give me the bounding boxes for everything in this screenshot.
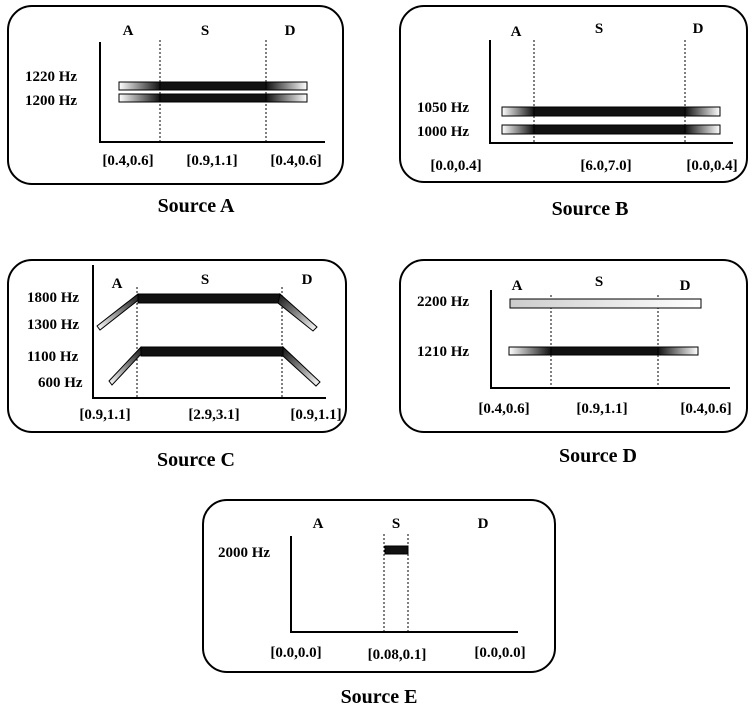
- frequency-band: [508, 346, 699, 356]
- interval-label: [0.0,0.4]: [430, 158, 481, 174]
- column-label-decay: D: [693, 21, 704, 37]
- column-label-sustain: S: [201, 23, 209, 39]
- column-label-attack: A: [511, 24, 522, 40]
- frequency-label: 2200 Hz: [417, 294, 469, 310]
- column-label-attack: A: [112, 276, 123, 292]
- panel-caption: Source D: [559, 445, 637, 467]
- column-label-sustain: S: [595, 21, 603, 37]
- frequency-band: [118, 93, 308, 103]
- interval-label: [0.0,0.4]: [686, 158, 737, 174]
- column-label-attack: A: [123, 23, 134, 39]
- frequency-band: [501, 106, 721, 117]
- column-label-decay: D: [680, 278, 691, 294]
- frequency-label: 1800 Hz: [27, 290, 79, 306]
- interval-label: [0.08,0.1]: [368, 647, 427, 663]
- interval-label: [0.9,1.1]: [290, 407, 341, 423]
- interval-label: [0.9,1.1]: [79, 407, 130, 423]
- interval-label: [0.4,0.6]: [270, 153, 321, 169]
- interval-label: [0.9,1.1]: [576, 401, 627, 417]
- frequency-label: 1220 Hz: [25, 69, 77, 85]
- panel-source-b: A S D 1050 Hz 1000 Hz [0.0,0.4] [6.0,7.0…: [399, 5, 748, 220]
- interval-label: [0.0,0.0]: [270, 645, 321, 661]
- frequency-band: [118, 81, 308, 91]
- frequency-label: 1210 Hz: [417, 344, 469, 360]
- frequency-band: [108, 345, 321, 387]
- frequency-label: 1100 Hz: [27, 349, 79, 365]
- column-label-attack: A: [512, 278, 523, 294]
- frequency-label: 1200 Hz: [25, 93, 77, 109]
- interval-label: [0.4,0.6]: [478, 401, 529, 417]
- frequency-label: 1300 Hz: [27, 317, 79, 333]
- panel-source-e: A S D 2000 Hz [0.0,0.0] [0.08,0.1] [0.0,…: [202, 499, 556, 708]
- panel-caption: Source A: [158, 195, 235, 217]
- panel-source-c: A S D 1800 Hz 1300 Hz 1100 Hz 600 Hz [0.…: [7, 259, 347, 471]
- column-label-attack: A: [313, 516, 324, 532]
- column-label-sustain: S: [392, 516, 400, 532]
- column-label-decay: D: [302, 272, 313, 288]
- frequency-label: 600 Hz: [38, 375, 83, 391]
- frequency-band: [509, 298, 702, 309]
- frequency-label: 1000 Hz: [417, 124, 469, 140]
- interval-label: [0.4,0.6]: [102, 153, 153, 169]
- panel-source-a: A S D 1220 Hz 1200 Hz [0.4,0.6] [0.9,1.1…: [7, 5, 344, 217]
- panel-caption: Source B: [552, 198, 629, 220]
- column-label-sustain: S: [201, 272, 209, 288]
- column-label-sustain: S: [595, 274, 603, 290]
- column-label-decay: D: [285, 23, 296, 39]
- interval-label: [6.0,7.0]: [580, 158, 631, 174]
- frequency-band: [384, 545, 409, 555]
- interval-label: [2.9,3.1]: [188, 407, 239, 423]
- interval-label: [0.9,1.1]: [186, 153, 237, 169]
- panel-caption: Source C: [157, 449, 235, 471]
- frequency-band: [501, 124, 721, 135]
- interval-label: [0.0,0.0]: [474, 645, 525, 661]
- frequency-label: 2000 Hz: [218, 545, 270, 561]
- panel-source-d: A S D 2200 Hz 1210 Hz [0.4,0.6] [0.9,1.1…: [399, 259, 748, 467]
- panel-frame: [399, 5, 748, 183]
- frequency-band: [96, 293, 318, 332]
- interval-label: [0.4,0.6]: [680, 401, 731, 417]
- panel-caption: Source E: [341, 686, 418, 708]
- column-label-decay: D: [478, 516, 489, 532]
- frequency-label: 1050 Hz: [417, 100, 469, 116]
